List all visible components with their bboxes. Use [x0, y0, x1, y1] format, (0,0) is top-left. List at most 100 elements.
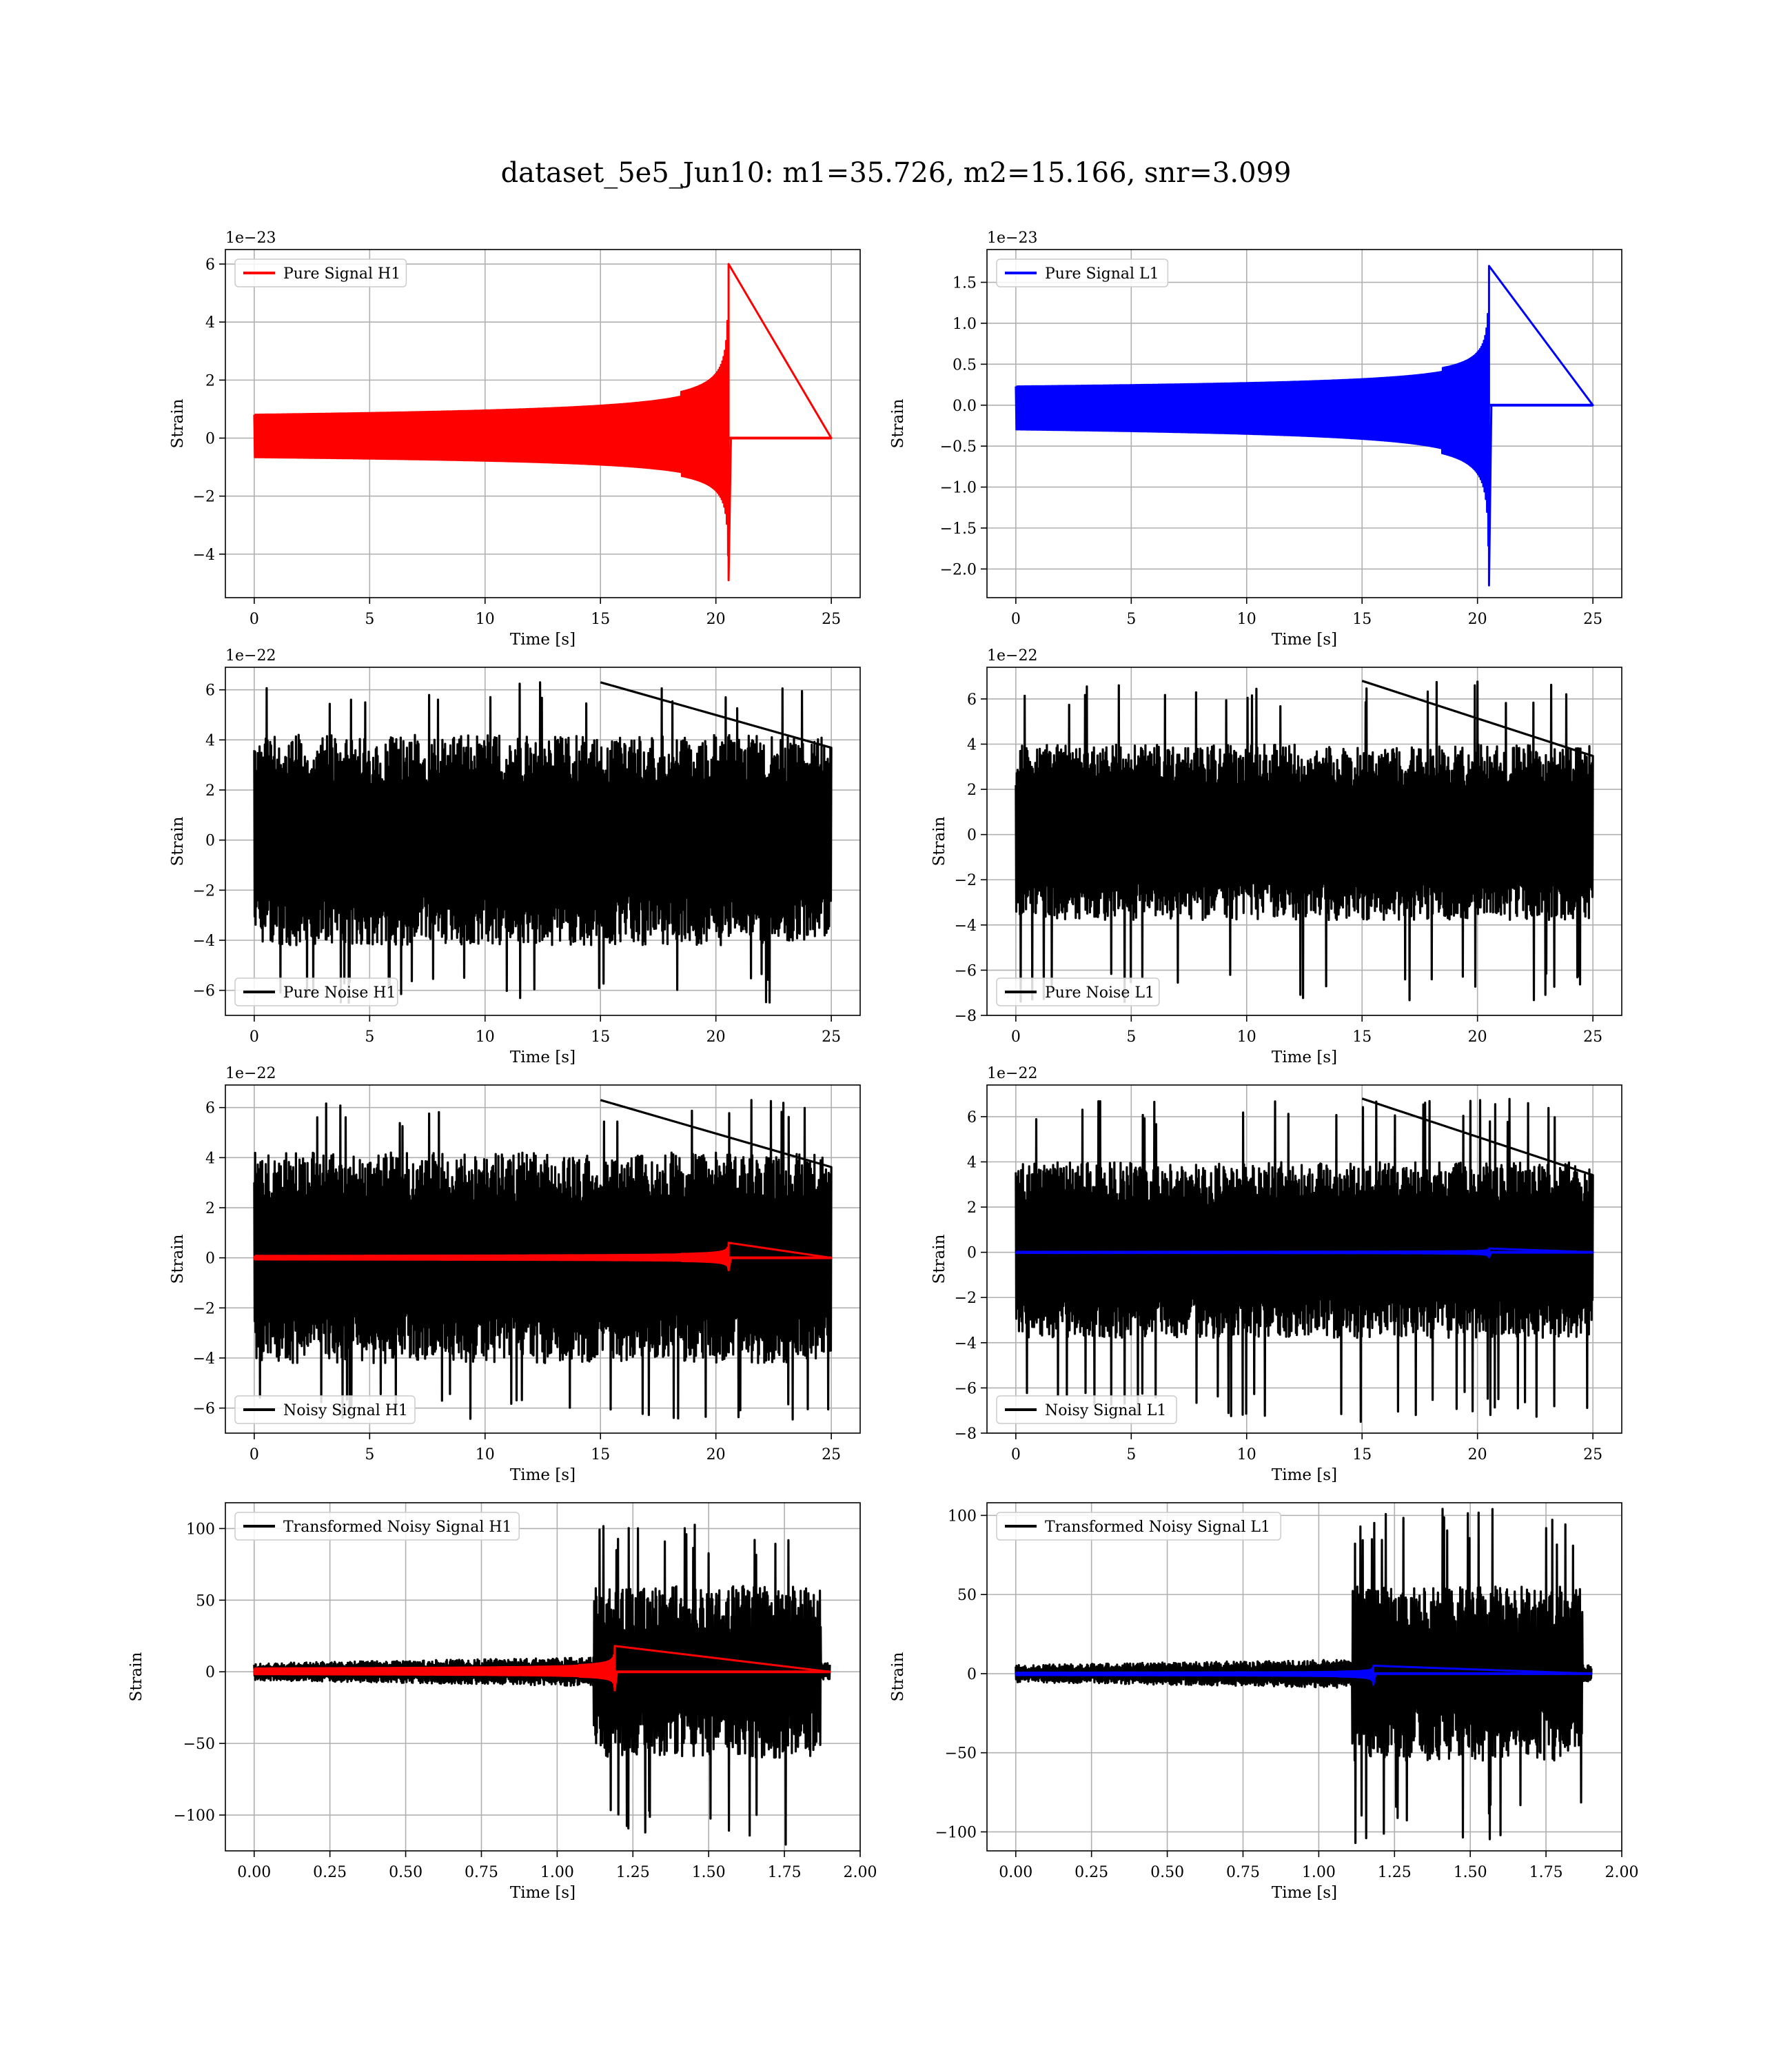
y-tick-label: −50 — [183, 1736, 215, 1753]
x-tick-label: 10 — [1237, 1028, 1256, 1046]
x-tick-label: 5 — [1126, 1028, 1136, 1046]
series-line — [1015, 680, 1594, 1003]
x-tick-label: 25 — [822, 1446, 841, 1463]
x-tick-label: 1.00 — [540, 1864, 574, 1881]
y-tick-label: −2 — [955, 1290, 977, 1307]
y-tick-label: 0 — [205, 833, 215, 850]
x-tick-label: 10 — [476, 611, 495, 628]
x-axis-label: Time [s] — [510, 1048, 576, 1066]
offset-text: 1e−22 — [225, 1065, 276, 1082]
x-tick-label: 5 — [365, 1028, 374, 1046]
y-tick-label: −4 — [193, 933, 215, 950]
y-tick-label: 0 — [967, 1666, 977, 1683]
x-tick-label: 25 — [1583, 611, 1602, 628]
y-tick-label: −2.0 — [940, 561, 977, 578]
x-tick-label: 20 — [1468, 611, 1487, 628]
y-axis-label: Strain — [930, 1234, 948, 1284]
x-tick-label: 5 — [365, 1446, 374, 1463]
y-tick-label: −2 — [193, 1300, 215, 1317]
y-axis-label: Strain — [889, 398, 907, 448]
y-tick-label: 2 — [205, 782, 215, 800]
legend-label: Pure Signal H1 — [283, 265, 400, 283]
chart-pure-noise-h1: 0 5 10 15 20 25 −6 −4 −2 0 2 4 6 Time [s] Strain 1e−22 P… — [169, 647, 861, 1066]
y-tick-label: −8 — [955, 1008, 977, 1025]
x-tick-label: 25 — [822, 1028, 841, 1046]
x-tick-label: 25 — [822, 611, 841, 628]
y-tick-label: 50 — [196, 1592, 215, 1610]
x-tick-label: 10 — [476, 1028, 495, 1046]
y-tick-label: −1.0 — [940, 480, 977, 497]
y-tick-label: −8 — [955, 1426, 977, 1443]
y-tick-label: 100 — [186, 1521, 215, 1538]
x-tick-label: 0.25 — [313, 1864, 347, 1881]
y-tick-label: 0 — [967, 827, 977, 844]
x-tick-label: 1.25 — [1378, 1864, 1412, 1881]
legend-label: Pure Signal L1 — [1045, 265, 1159, 283]
y-tick-label: −2 — [955, 872, 977, 889]
x-axis-label: Time [s] — [1272, 1466, 1337, 1484]
y-axis-label: Strain — [889, 1652, 907, 1701]
y-tick-label: −4 — [193, 547, 215, 564]
x-tick-label: 0.25 — [1075, 1864, 1108, 1881]
legend-box — [234, 258, 407, 287]
legend: Noisy Signal L1 — [996, 1395, 1177, 1424]
chart-pure-signal-l1: 0 5 10 15 20 25 −2.0 −1.5 −1.0 −0.5 0.0 0.5 1.0 1.5 Ti… — [889, 230, 1622, 649]
y-tick-label: 4 — [205, 314, 215, 332]
y-tick-label: 1.5 — [953, 275, 977, 292]
legend-label: Pure Noise L1 — [1045, 984, 1154, 1002]
y-tick-label: 2 — [967, 782, 977, 799]
x-tick-label: 20 — [706, 611, 726, 628]
x-tick-label: 20 — [706, 1028, 726, 1046]
x-tick-label: 0 — [250, 1028, 259, 1046]
x-tick-label: 25 — [1583, 1446, 1602, 1463]
x-axis-label: Time [s] — [1272, 1048, 1337, 1066]
y-tick-label: 6 — [967, 691, 977, 709]
legend: Pure Signal H1 — [234, 258, 407, 287]
chart-noisy-signal-h1: 0 5 10 15 20 25 −6 −4 −2 0 2 4 6 Time [s] Strain 1e−22 N… — [169, 1065, 861, 1484]
y-tick-label: 6 — [205, 1100, 215, 1117]
legend-label: Noisy Signal H1 — [283, 1402, 408, 1419]
x-tick-label: 15 — [591, 1028, 610, 1046]
y-tick-label: 6 — [205, 256, 215, 274]
y-tick-label: −2 — [193, 489, 215, 506]
y-tick-label: 0 — [205, 1250, 215, 1268]
x-tick-label: 5 — [365, 611, 374, 628]
offset-text: 1e−22 — [987, 1065, 1037, 1082]
axes-frame — [986, 1502, 1622, 1852]
legend-box — [996, 1395, 1177, 1424]
legend-label: Transformed Noisy Signal H1 — [283, 1519, 512, 1536]
offset-text: 1e−22 — [225, 647, 276, 665]
y-tick-label: 4 — [967, 1154, 977, 1171]
y-tick-label: 0.5 — [953, 356, 977, 374]
legend: Transformed Noisy Signal L1 — [996, 1512, 1281, 1541]
x-tick-label: 10 — [1237, 611, 1256, 628]
y-tick-label: −50 — [945, 1745, 977, 1763]
y-tick-label: −6 — [193, 983, 215, 1000]
y-tick-label: 4 — [205, 732, 215, 749]
y-tick-label: −6 — [955, 962, 977, 980]
series-line — [1015, 265, 1594, 587]
y-tick-label: −4 — [955, 918, 977, 935]
x-tick-label: 5 — [1126, 611, 1136, 628]
x-tick-label: 1.25 — [616, 1864, 650, 1881]
figure-title: dataset_5e5_Jun10: m1=35.726, m2=15.166,… — [500, 157, 1292, 189]
y-tick-label: 4 — [205, 1150, 215, 1167]
y-tick-label: 2 — [967, 1199, 977, 1217]
legend: Pure Signal L1 — [996, 258, 1169, 287]
x-tick-label: 20 — [1468, 1446, 1487, 1463]
legend-box — [234, 1512, 520, 1541]
y-axis-label: Strain — [128, 1652, 145, 1701]
offset-text: 1e−22 — [987, 647, 1037, 665]
y-tick-label: 50 — [957, 1587, 977, 1604]
x-tick-label: 15 — [1352, 1028, 1372, 1046]
y-axis-label: Strain — [169, 398, 187, 448]
x-tick-label: 0.75 — [1226, 1864, 1260, 1881]
axes-frame — [225, 667, 861, 1016]
axes-frame — [986, 667, 1622, 1016]
legend-box — [996, 258, 1169, 287]
y-tick-label: −4 — [193, 1350, 215, 1368]
y-tick-label: 0 — [967, 1245, 977, 1262]
y-axis-label: Strain — [169, 1234, 187, 1284]
chart-pure-noise-l1: 0 5 10 15 20 25 −8 −6 −4 −2 0 2 4 6 Time [s] Strain 1e−2… — [930, 647, 1622, 1066]
series-line — [1015, 1097, 1594, 1423]
